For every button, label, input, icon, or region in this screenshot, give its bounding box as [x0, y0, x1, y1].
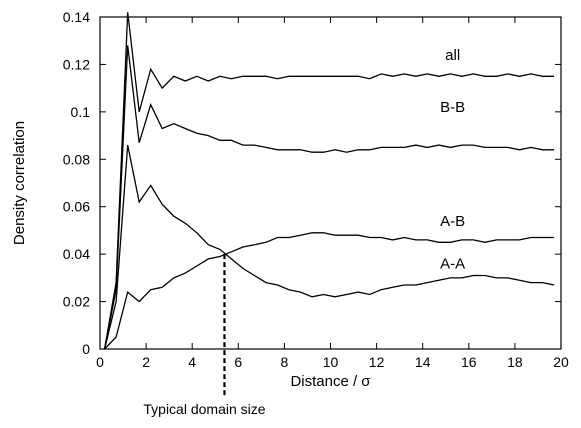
series-labels: all B-B A-B A-A — [440, 47, 465, 273]
x-tick-label: 12 — [369, 354, 385, 370]
series-line-a-a — [103, 144, 555, 350]
series-label-all: all — [445, 47, 460, 64]
x-tick-label: 8 — [281, 354, 289, 370]
series-line-all — [103, 12, 555, 350]
series-line-b-b — [103, 45, 555, 350]
x-tick-label: 18 — [507, 354, 523, 370]
x-tick-label: 16 — [461, 354, 477, 370]
y-tick-label: 0.02 — [63, 294, 90, 310]
x-tick-label: 20 — [553, 354, 569, 370]
y-tick-label: 0.08 — [63, 151, 90, 167]
annotation-label: Typical domain size — [143, 401, 265, 417]
x-tick-label: 6 — [234, 354, 242, 370]
plot-area-frame — [99, 16, 562, 350]
x-tick-label: 2 — [142, 354, 150, 370]
y-tick-label: 0.12 — [63, 56, 90, 72]
x-axis-title: Distance / σ — [290, 373, 371, 390]
y-tick-label: 0.04 — [63, 246, 90, 262]
axis-ticks — [99, 16, 562, 350]
y-tick-label: 0.1 — [71, 104, 91, 120]
y-tick-label: 0 — [82, 341, 90, 357]
y-tick-label: 0.06 — [63, 199, 90, 215]
x-tick-label: 10 — [323, 354, 339, 370]
x-tick-label: 4 — [188, 354, 196, 370]
y-tick-label: 0.14 — [63, 9, 90, 25]
x-tick-label: 14 — [415, 354, 431, 370]
series-lines — [103, 12, 555, 350]
series-label-a-b: A-B — [440, 213, 465, 230]
series-line-a-b — [104, 232, 555, 350]
x-tick-label: 0 — [96, 354, 104, 370]
axis-tick-labels: 0 2 4 6 8 10 12 14 16 18 20 0 0.02 0.04 0.06 0.08 0.1 0.1… — [63, 9, 569, 370]
series-label-a-a: A-A — [440, 256, 465, 273]
y-axis-title: Density correlation — [11, 121, 28, 245]
series-label-b-b: B-B — [440, 99, 465, 116]
